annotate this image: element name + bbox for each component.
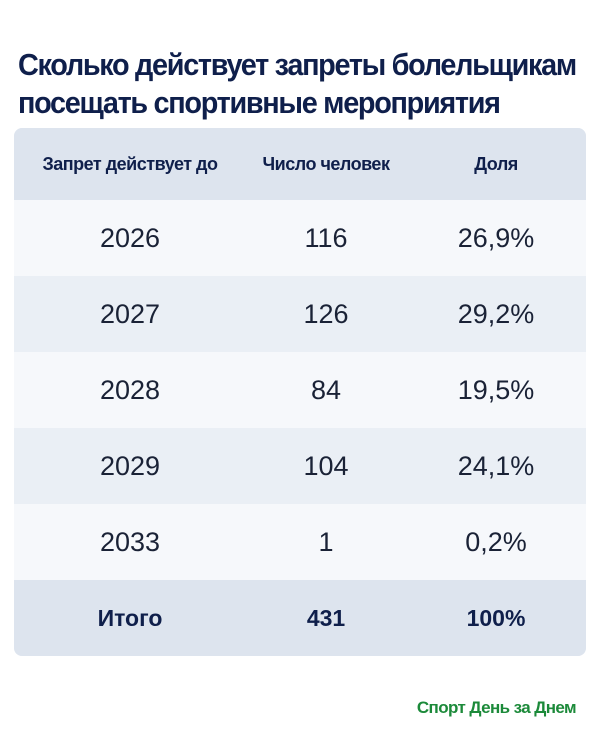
table-cell-share: 0,2% — [465, 526, 527, 557]
table-row: 2026 116 26,9% — [14, 200, 586, 276]
source-credit: Спорт День за Днем — [416, 698, 577, 717]
table-row: 2033 1 0,2% — [14, 504, 586, 580]
page-title: Сколько действует запреты болельщикам по… — [18, 46, 577, 122]
page-title-line-2: посещать спортивные мероприятия — [18, 85, 501, 120]
page-title-line-1: Сколько действует запреты болельщикам — [18, 47, 577, 82]
column-header-share: Доля — [474, 153, 518, 174]
table-cell-year: 2028 — [99, 374, 161, 405]
table-cell-share: 29,2% — [457, 298, 535, 329]
table-row: 2029 104 24,1% — [14, 428, 586, 504]
table-cell-year: 2027 — [99, 298, 161, 329]
table-cell-share: 26,9% — [457, 222, 535, 253]
table-cell-year: 2033 — [99, 526, 161, 557]
data-table: Запрет действует до Число человек Доля 2… — [14, 128, 586, 656]
table-total-row: Итого 431 100% — [14, 580, 586, 656]
column-header-ban-until: Запрет действует до — [42, 153, 218, 174]
table-row: 2028 84 19,5% — [14, 352, 586, 428]
table-cell-count: 1 — [318, 526, 334, 557]
table-row: 2027 126 29,2% — [14, 276, 586, 352]
table-cell-share: 19,5% — [457, 374, 535, 405]
total-share: 100% — [466, 604, 526, 631]
table-cell-count: 104 — [303, 450, 349, 481]
total-label: Итого — [97, 604, 163, 631]
table-cell-count: 116 — [304, 222, 348, 253]
table-cell-count: 126 — [303, 298, 349, 329]
table-header-row: Запрет действует до Число человек Доля — [14, 128, 586, 200]
column-header-count: Число человек — [262, 153, 390, 174]
table-cell-year: 2029 — [99, 450, 161, 481]
table-cell-year: 2026 — [99, 222, 161, 253]
table-cell-count: 84 — [310, 374, 342, 405]
table-cell-share: 24,1% — [457, 450, 535, 481]
total-count: 431 — [306, 604, 346, 631]
